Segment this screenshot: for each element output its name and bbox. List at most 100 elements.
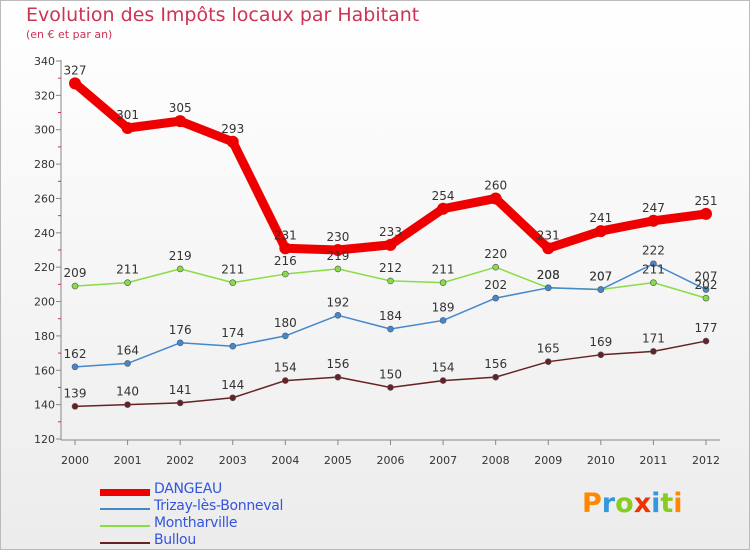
- x-tick-label: 2003: [219, 454, 247, 467]
- y-tick-label: 180: [34, 330, 55, 343]
- data-point: [702, 286, 710, 293]
- data-label: 208: [537, 268, 560, 282]
- data-label: 171: [642, 331, 665, 345]
- x-tick-label: 2005: [324, 454, 352, 467]
- y-tick-label: 120: [34, 433, 55, 446]
- data-label: 219: [169, 249, 192, 263]
- data-label: 211: [221, 263, 244, 277]
- x-tick-label: 2008: [482, 454, 510, 467]
- data-label: 222: [642, 244, 665, 258]
- data-point: [71, 282, 79, 290]
- data-label: 202: [484, 278, 507, 292]
- chart-subtitle: (en € et par an): [26, 28, 113, 41]
- legend-swatch-dangeau: [100, 489, 150, 496]
- data-label: 260: [484, 178, 507, 192]
- data-point: [71, 403, 79, 410]
- legend-label-montharville: Montharville: [154, 515, 238, 531]
- data-point: [384, 238, 397, 251]
- data-point: [439, 317, 447, 324]
- data-point: [387, 325, 394, 333]
- data-label: 150: [379, 367, 402, 381]
- data-label: 139: [64, 386, 87, 400]
- data-label: 207: [695, 270, 718, 284]
- data-label: 327: [64, 63, 87, 77]
- y-tick-label: 300: [34, 124, 55, 137]
- data-point: [334, 373, 342, 381]
- legend-swatch-montharville: [100, 525, 150, 527]
- y-tick-label: 200: [34, 296, 55, 309]
- data-label: 254: [432, 189, 455, 203]
- data-label: 207: [589, 270, 612, 284]
- data-point: [544, 284, 552, 292]
- data-label: 177: [695, 321, 718, 335]
- data-point: [700, 207, 712, 220]
- legend-swatch-trizay: [100, 508, 150, 510]
- proxiti-logo: Proxiti: [582, 488, 683, 519]
- line-chart: 120 140 160 180 200 220 240 260 280 300 320 340 2000…: [34, 55, 720, 467]
- data-point: [334, 265, 342, 273]
- x-tick-label: 2012: [692, 454, 720, 467]
- x-tick-label: 2000: [61, 454, 89, 467]
- y-tick-label: 340: [34, 55, 55, 68]
- y-tick-label: 220: [34, 261, 55, 274]
- data-label: 211: [642, 263, 665, 277]
- data-label: 192: [326, 295, 349, 309]
- data-point: [282, 270, 289, 278]
- data-point: [124, 279, 131, 286]
- y-tick-label: 280: [34, 158, 55, 171]
- x-tick-label: 2004: [271, 454, 299, 467]
- data-label: 233: [379, 225, 402, 239]
- data-point: [439, 279, 447, 286]
- data-point: [594, 225, 607, 238]
- data-label: 156: [484, 357, 507, 371]
- data-label: 144: [221, 378, 244, 392]
- y-tick-label: 160: [34, 364, 55, 377]
- x-tick-label: 2002: [166, 454, 194, 467]
- x-tick-label: 2009: [534, 454, 562, 467]
- data-point: [229, 279, 237, 286]
- data-label: 141: [169, 383, 192, 397]
- y-tick-label: 140: [34, 399, 55, 412]
- data-point: [282, 377, 289, 384]
- legend-swatch-bullou: [100, 542, 150, 544]
- x-tick-label: 2010: [587, 454, 615, 467]
- data-point: [597, 286, 605, 293]
- data-label: 305: [169, 101, 192, 115]
- data-point: [176, 339, 184, 347]
- y-tick-label: 320: [34, 89, 55, 102]
- data-label: 208: [537, 268, 560, 282]
- data-point: [437, 202, 450, 215]
- brand-letter: i: [651, 488, 661, 519]
- data-point: [174, 115, 187, 128]
- data-point: [331, 244, 344, 256]
- data-label: 164: [116, 343, 139, 357]
- data-label: 219: [326, 249, 349, 263]
- data-point: [69, 77, 81, 90]
- data-label: 211: [432, 263, 455, 277]
- data-label: 231: [537, 228, 560, 242]
- data-label: 209: [64, 266, 87, 280]
- data-point: [387, 277, 394, 285]
- data-point: [176, 265, 184, 273]
- brand-letter: i: [673, 488, 683, 519]
- data-label: 293: [221, 122, 244, 136]
- data-point: [334, 311, 342, 319]
- data-point: [229, 394, 237, 402]
- data-point: [176, 399, 184, 407]
- x-tick-label: 2001: [114, 454, 142, 467]
- brand-letter: o: [615, 488, 634, 519]
- data-point: [124, 360, 131, 367]
- data-point: [282, 332, 289, 340]
- data-label: 176: [169, 323, 192, 337]
- data-label: 184: [379, 309, 402, 323]
- data-label: 189: [432, 300, 455, 314]
- brand-letter: P: [582, 488, 602, 519]
- data-label: 251: [695, 194, 718, 208]
- brand-letter: t: [660, 488, 674, 519]
- x-tick-label: 2011: [639, 454, 667, 467]
- data-label: 180: [274, 316, 297, 330]
- data-point: [702, 337, 710, 345]
- legend-label-trizay: Trizay-lès-Bonneval: [154, 498, 284, 514]
- data-label: 230: [326, 230, 349, 244]
- brand-letter: x: [633, 488, 652, 519]
